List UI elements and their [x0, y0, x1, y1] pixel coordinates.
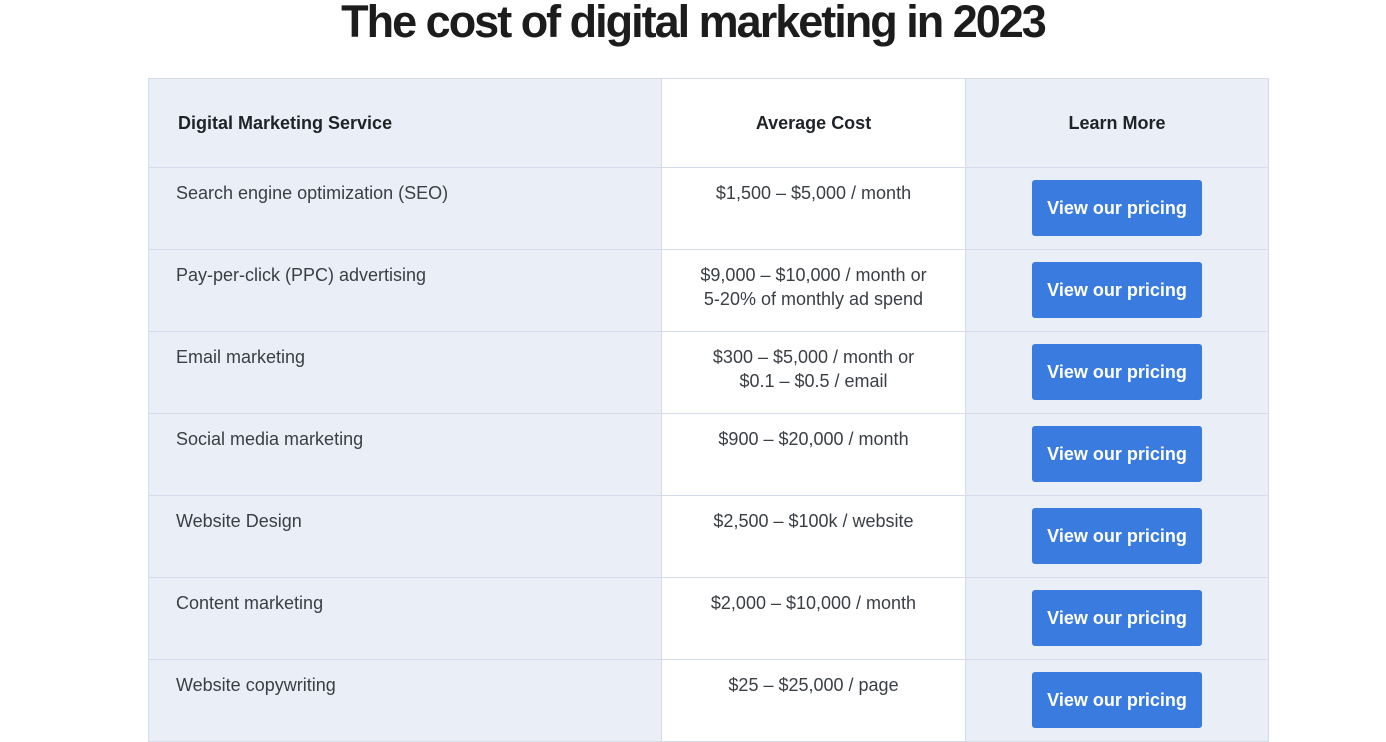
cost-line: $0.1 – $0.5 / email: [739, 371, 888, 391]
cost-line: $900 – $20,000 / month: [718, 429, 909, 449]
cost-line: $2,000 – $10,000 / month: [710, 593, 917, 613]
average-cost: $1,500 – $5,000 / month: [661, 167, 966, 250]
table-row: Email marketing $300 – $5,000 / month or…: [148, 331, 1269, 414]
view-pricing-button[interactable]: View our pricing: [1032, 426, 1202, 482]
service-name: Website copywriting: [148, 659, 662, 742]
table-row: Website copywriting $25 – $25,000 / page…: [148, 659, 1269, 742]
pricing-table: Digital Marketing Service Average Cost L…: [148, 78, 1269, 742]
view-pricing-button[interactable]: View our pricing: [1032, 672, 1202, 728]
learn-more-cell: View our pricing: [965, 495, 1269, 578]
service-name: Social media marketing: [148, 413, 662, 496]
view-pricing-button[interactable]: View our pricing: [1032, 344, 1202, 400]
cost-line: $2,500 – $100k / website: [713, 511, 914, 531]
table-row: Pay-per-click (PPC) advertising $9,000 –…: [148, 249, 1269, 332]
table-header-row: Digital Marketing Service Average Cost L…: [148, 78, 1269, 168]
average-cost: $300 – $5,000 / month or $0.1 – $0.5 / e…: [661, 331, 966, 414]
learn-more-cell: View our pricing: [965, 413, 1269, 496]
header-learn-more: Learn More: [965, 78, 1269, 168]
header-service: Digital Marketing Service: [148, 78, 662, 168]
table-row: Website Design $2,500 – $100k / website …: [148, 495, 1269, 578]
table-row: Content marketing $2,000 – $10,000 / mon…: [148, 577, 1269, 660]
service-name: Website Design: [148, 495, 662, 578]
page-title: The cost of digital marketing in 2023: [341, 0, 1047, 47]
average-cost: $2,000 – $10,000 / month: [661, 577, 966, 660]
learn-more-cell: View our pricing: [965, 331, 1269, 414]
table-row: Search engine optimization (SEO) $1,500 …: [148, 167, 1269, 250]
view-pricing-button[interactable]: View our pricing: [1032, 180, 1202, 236]
view-pricing-button[interactable]: View our pricing: [1032, 262, 1202, 318]
average-cost: $2,500 – $100k / website: [661, 495, 966, 578]
header-cost: Average Cost: [661, 78, 966, 168]
service-name: Email marketing: [148, 331, 662, 414]
service-name: Pay-per-click (PPC) advertising: [148, 249, 662, 332]
cost-line: $1,500 – $5,000 / month: [715, 183, 912, 203]
cost-line: $300 – $5,000 / month or: [712, 347, 915, 367]
learn-more-cell: View our pricing: [965, 659, 1269, 742]
table-row: Social media marketing $900 – $20,000 / …: [148, 413, 1269, 496]
service-name: Search engine optimization (SEO): [148, 167, 662, 250]
cost-line: $9,000 – $10,000 / month or: [700, 265, 927, 285]
learn-more-cell: View our pricing: [965, 249, 1269, 332]
cost-line: 5-20% of monthly ad spend: [703, 289, 924, 309]
view-pricing-button[interactable]: View our pricing: [1032, 590, 1202, 646]
average-cost: $9,000 – $10,000 / month or 5-20% of mon…: [661, 249, 966, 332]
service-name: Content marketing: [148, 577, 662, 660]
cost-line: $25 – $25,000 / page: [728, 675, 899, 695]
learn-more-cell: View our pricing: [965, 167, 1269, 250]
learn-more-cell: View our pricing: [965, 577, 1269, 660]
view-pricing-button[interactable]: View our pricing: [1032, 508, 1202, 564]
average-cost: $900 – $20,000 / month: [661, 413, 966, 496]
average-cost: $25 – $25,000 / page: [661, 659, 966, 742]
